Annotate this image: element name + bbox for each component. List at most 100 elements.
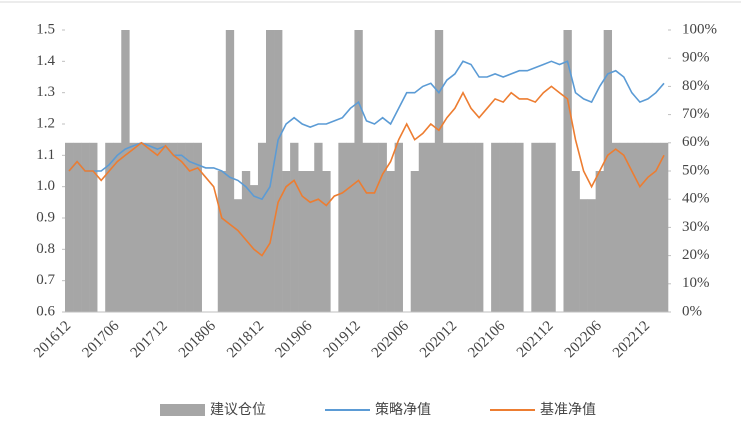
y2-tick-label: 20% xyxy=(682,247,710,263)
y-tick-label: 1.5 xyxy=(36,21,55,37)
bar xyxy=(507,142,516,312)
bar xyxy=(539,142,548,312)
bar xyxy=(137,142,146,312)
bar xyxy=(410,171,420,312)
bar xyxy=(563,30,572,312)
bar xyxy=(274,30,283,312)
x-tick-label: 201706 xyxy=(79,318,122,361)
legend-label: 建议仓位 xyxy=(210,402,266,418)
bar xyxy=(65,142,74,312)
bar xyxy=(193,142,202,312)
bar xyxy=(306,171,315,312)
bar xyxy=(635,142,645,312)
x-tick-label: 201812 xyxy=(224,318,267,361)
bar xyxy=(282,171,291,312)
x-tick-label: 202106 xyxy=(465,318,508,361)
bar xyxy=(603,30,613,312)
bar xyxy=(346,142,355,312)
bar xyxy=(73,142,82,312)
bar xyxy=(651,142,661,312)
bar xyxy=(627,142,637,312)
bar xyxy=(354,30,363,312)
y2-tick-label: 80% xyxy=(682,78,710,94)
bar xyxy=(169,142,178,312)
y2-tick-label: 70% xyxy=(682,106,710,122)
bar xyxy=(177,142,186,312)
y2-tick-label: 50% xyxy=(682,162,710,178)
y-tick-label: 1.4 xyxy=(36,53,55,69)
bar xyxy=(129,142,138,312)
bar xyxy=(161,142,170,312)
x-tick-label: 201712 xyxy=(128,318,171,361)
bar xyxy=(378,142,387,312)
bar xyxy=(338,142,347,312)
bar xyxy=(362,142,371,312)
y2-tick-label: 30% xyxy=(682,219,710,235)
bar xyxy=(153,142,162,312)
bar xyxy=(491,142,500,312)
bar xyxy=(81,142,90,312)
bar xyxy=(418,142,428,312)
bar xyxy=(322,171,331,312)
bar xyxy=(611,142,621,312)
y2-tick-label: 90% xyxy=(682,50,710,66)
bar xyxy=(241,171,251,312)
bar xyxy=(89,142,98,312)
y-tick-label: 0.8 xyxy=(36,241,55,257)
bar xyxy=(515,142,524,312)
y2-tick-label: 10% xyxy=(682,275,710,291)
legend-label: 策略净值 xyxy=(375,401,431,418)
bar xyxy=(370,142,379,312)
bar xyxy=(499,142,508,312)
y2-tick-label: 100% xyxy=(682,21,717,37)
bar xyxy=(579,199,588,312)
x-tick-label: 202206 xyxy=(562,318,605,361)
bar xyxy=(659,142,669,312)
legend-label: 基准净值 xyxy=(540,401,596,418)
y2-tick-label: 60% xyxy=(682,134,710,150)
bar xyxy=(257,142,267,312)
bar xyxy=(185,142,194,312)
y-tick-label: 0.7 xyxy=(36,272,55,288)
bar xyxy=(571,171,580,312)
x-tick-label: 201806 xyxy=(176,318,219,361)
y2-tick-label: 40% xyxy=(682,191,710,207)
bar xyxy=(386,171,395,312)
bar xyxy=(298,171,307,312)
y-tick-label: 0.9 xyxy=(36,209,55,225)
bar xyxy=(643,142,653,312)
bar xyxy=(145,142,154,312)
bar xyxy=(467,142,476,312)
y-tick-label: 1.1 xyxy=(36,147,55,163)
bar xyxy=(113,142,122,312)
y2-tick-label: 0% xyxy=(682,303,702,319)
bar xyxy=(105,142,114,312)
bar xyxy=(314,142,323,312)
bar xyxy=(458,142,468,312)
legend-swatch xyxy=(160,404,205,416)
bar xyxy=(225,30,235,312)
bar xyxy=(531,142,540,312)
bar xyxy=(619,142,629,312)
y-tick-label: 0.6 xyxy=(36,303,55,319)
bar xyxy=(121,30,130,312)
x-tick-label: 202012 xyxy=(417,318,460,361)
y-tick-label: 1.2 xyxy=(36,115,55,131)
bar xyxy=(426,142,436,312)
bar xyxy=(475,142,484,312)
bar xyxy=(266,30,275,312)
bar xyxy=(547,142,556,312)
bar xyxy=(434,30,444,312)
line xyxy=(68,85,665,257)
x-tick-label: 201906 xyxy=(272,318,315,361)
bar xyxy=(233,199,243,312)
y-tick-label: 1.0 xyxy=(36,178,55,194)
bar xyxy=(442,142,452,312)
bar xyxy=(217,171,227,312)
bar xyxy=(290,142,299,312)
x-tick-label: 201612 xyxy=(31,318,74,361)
bar xyxy=(587,199,596,312)
y-tick-label: 1.3 xyxy=(36,84,55,100)
bar xyxy=(450,142,460,312)
